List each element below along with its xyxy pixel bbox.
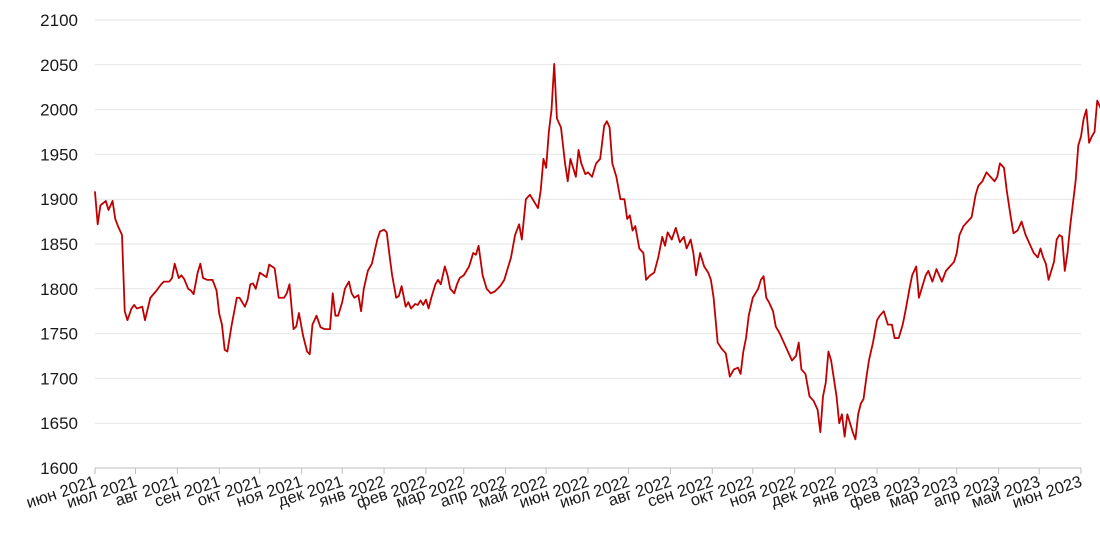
series-line [94,63,1100,441]
plot-area [94,63,1100,441]
y-tick-label: 1950 [40,145,78,164]
y-tick-label: 1900 [40,190,78,209]
y-tick-label: 1650 [40,414,78,433]
y-tick-label: 2000 [40,101,78,120]
grid-lines [95,19,1081,424]
y-tick-label: 2100 [40,11,78,30]
y-tick-label: 1600 [40,459,78,478]
y-tick-label: 1850 [40,235,78,254]
y-tick-label: 1800 [40,280,78,299]
y-tick-label: 1750 [40,325,78,344]
y-tick-label: 2050 [40,56,78,75]
y-tick-label: 1700 [40,369,78,388]
y-axis: 1600 1650 1700 1750 1800 1850 1900 1950 2000 2050… [40,11,78,478]
